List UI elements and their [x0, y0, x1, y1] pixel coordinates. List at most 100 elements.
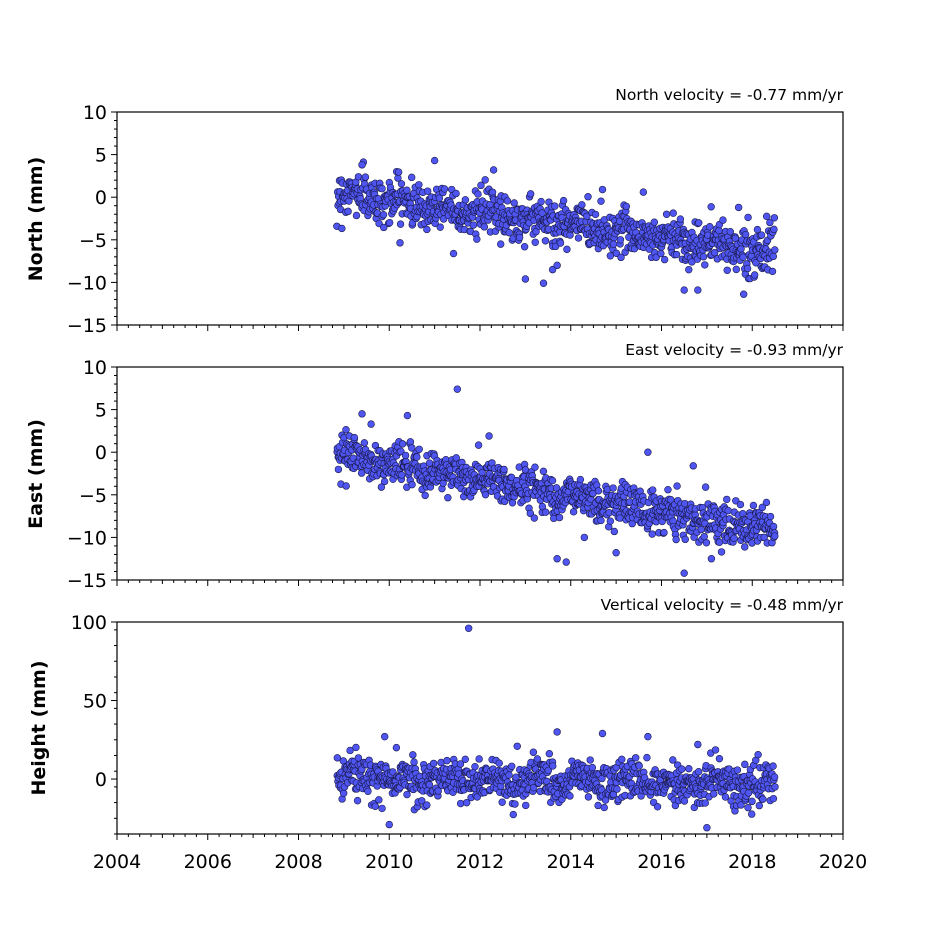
height-data-point	[618, 755, 626, 764]
height-data-point	[685, 764, 693, 773]
north-data-point	[723, 266, 731, 275]
height-data-point	[653, 803, 662, 811]
north-data-point	[669, 209, 677, 217]
north-y-tick-label: 5	[95, 145, 107, 167]
north-data-point	[361, 173, 370, 181]
north-data-point	[526, 190, 535, 198]
north-data-point	[435, 194, 444, 202]
north-data-point	[481, 176, 489, 184]
height-data-point	[744, 803, 752, 812]
height-data-point	[643, 753, 651, 762]
east-data-point	[415, 445, 423, 453]
north-data-point	[769, 252, 777, 261]
height-data-point	[461, 755, 469, 764]
height-data-point	[529, 748, 538, 756]
north-data-point	[699, 253, 708, 261]
height-data-point	[769, 794, 778, 803]
east-data-points	[333, 385, 779, 577]
north-data-point	[556, 239, 565, 247]
north-data-point	[551, 202, 559, 210]
north-x-ticks	[116, 325, 844, 331]
east-outlier-point	[358, 410, 366, 418]
height-data-point	[545, 750, 554, 758]
height-data-point	[721, 793, 730, 801]
north-data-point	[520, 243, 529, 251]
north-data-point	[650, 218, 659, 226]
east-plot-frame	[116, 366, 844, 581]
east-data-point	[649, 486, 657, 494]
height-data-point	[403, 790, 411, 799]
north-data-point	[531, 238, 539, 246]
north-data-point	[768, 267, 777, 276]
north-data-point	[407, 173, 416, 182]
height-data-point	[423, 801, 431, 809]
east-data-point	[741, 543, 749, 551]
east-data-point	[673, 482, 681, 490]
north-data-point	[584, 193, 592, 201]
east-outlier-point	[403, 411, 412, 420]
height-data-point	[475, 755, 483, 763]
height-y-tick-label: 100	[71, 612, 107, 634]
east-data-point	[672, 535, 680, 544]
height-outlier-point	[553, 728, 561, 736]
north-data-point	[676, 215, 685, 223]
height-data-point	[529, 783, 538, 792]
height-data-point	[495, 759, 503, 767]
north-data-point	[662, 210, 671, 219]
east-data-point	[342, 482, 350, 490]
east-data-point	[350, 433, 359, 442]
north-data-point	[719, 216, 727, 224]
height-data-point	[533, 755, 542, 763]
east-outlier-point	[707, 554, 716, 563]
height-outlier-point	[598, 729, 607, 738]
north-outlier-point	[489, 166, 498, 174]
east-y-tick-label: −5	[79, 485, 107, 507]
height-data-point	[748, 810, 756, 818]
height-ylabel: Height (mm)	[28, 660, 50, 795]
height-data-point	[669, 756, 677, 764]
north-data-point	[510, 199, 518, 207]
height-panel: Vertical velocity = -0.48 mm/yr Height (…	[28, 596, 844, 840]
north-data-point	[701, 261, 709, 269]
height-data-point	[339, 789, 348, 797]
north-data-point	[452, 189, 460, 198]
height-data-point	[425, 780, 434, 789]
east-data-point	[413, 453, 421, 461]
east-data-point	[717, 548, 726, 556]
height-data-point	[549, 762, 557, 770]
height-data-point	[715, 754, 724, 763]
east-ylabel: East (mm)	[25, 419, 47, 529]
north-data-point	[744, 213, 752, 222]
height-data-point	[613, 785, 621, 793]
north-data-point	[352, 211, 361, 220]
height-data-point	[371, 802, 379, 810]
east-data-point	[398, 471, 406, 479]
height-data-point	[339, 757, 348, 765]
height-data-point	[434, 787, 442, 795]
east-outlier-point	[453, 385, 462, 393]
north-data-point	[731, 234, 740, 243]
height-data-point	[498, 798, 506, 806]
north-outlier-point	[694, 286, 702, 294]
x-tick-label: 2014	[547, 851, 595, 873]
north-data-point	[706, 223, 714, 231]
north-outlier-point	[430, 156, 439, 165]
east-outlier-point	[562, 558, 570, 566]
north-data-point	[672, 250, 681, 259]
height-plot-frame	[116, 621, 844, 835]
height-data-point	[462, 798, 471, 807]
north-data-point	[344, 207, 352, 216]
height-data-point	[748, 797, 756, 806]
north-data-point	[396, 220, 405, 228]
east-outlier-point	[553, 554, 561, 563]
height-data-point	[586, 756, 594, 764]
east-y-tick-label: −15	[67, 570, 107, 592]
height-data-point	[456, 799, 465, 808]
north-data-point	[762, 212, 771, 221]
east-y-ticks: −15 −10 −5 0 5 10	[67, 357, 117, 592]
north-y-tick-label: 10	[83, 102, 107, 124]
east-data-point	[526, 509, 535, 518]
north-data-point	[583, 212, 591, 220]
north-outlier-point	[734, 203, 743, 212]
north-data-point	[732, 265, 741, 274]
